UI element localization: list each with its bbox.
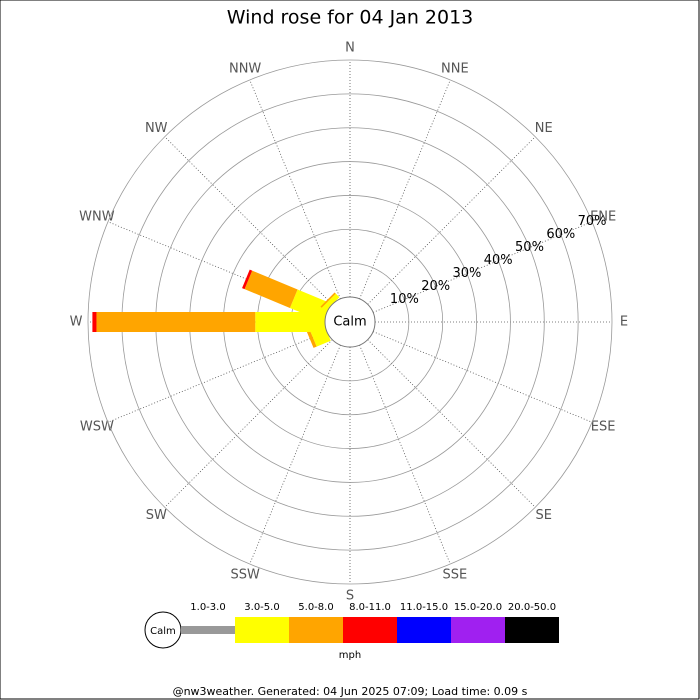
bar-segment: [320, 292, 336, 308]
bar-segment: [321, 293, 340, 312]
legend-label: 20.0-50.0: [508, 602, 556, 613]
bar-segment: [242, 269, 253, 290]
direction-label: S: [346, 589, 354, 604]
ring-label: 50%: [515, 240, 544, 255]
direction-label: SSW: [230, 568, 260, 583]
ring-label: 30%: [452, 266, 481, 281]
direction-label: ENE: [590, 210, 616, 225]
direction-label: WNW: [79, 210, 115, 225]
bar-segment: [96, 312, 256, 332]
direction-bar: [92, 312, 325, 332]
legend-label: 1.0-3.0: [190, 602, 225, 613]
legend-swatch: [505, 617, 559, 643]
spoke: [372, 331, 593, 423]
legend-label: 3.0-5.0: [244, 602, 279, 613]
direction-label: SW: [146, 508, 167, 523]
spoke: [372, 221, 593, 313]
direction-label: NW: [145, 121, 168, 136]
calm-circle: [324, 296, 376, 348]
direction-label: W: [70, 315, 83, 330]
unit-label: mph: [339, 650, 361, 661]
legend-label: 5.0-8.0: [298, 602, 333, 613]
legend-label: 8.0-11.0: [349, 602, 391, 613]
ring-label: 40%: [484, 253, 513, 268]
legend-swatch: [289, 617, 343, 643]
spoke: [359, 344, 451, 565]
direction-bar: [242, 269, 331, 322]
direction-label: WSW: [80, 419, 114, 434]
direction-label: NNW: [229, 61, 261, 76]
legend-swatch: [235, 617, 289, 643]
chart-title: Wind rose for 04 Jan 2013: [227, 7, 474, 29]
ring-label: 10%: [390, 292, 419, 307]
bar-segment: [244, 270, 298, 308]
legend-label: 15.0-20.0: [454, 602, 502, 613]
spoke: [164, 136, 333, 305]
spoke: [164, 339, 333, 508]
legend-swatch: [343, 617, 397, 643]
direction-label: N: [345, 41, 355, 56]
spoke: [367, 339, 536, 508]
bar-segment: [255, 312, 325, 332]
direction-label: ESE: [591, 419, 616, 434]
spoke: [249, 344, 341, 565]
legend-swatch: [181, 626, 235, 634]
bar-segment: [289, 289, 331, 322]
direction-label: NE: [535, 121, 553, 136]
ring-label: 70%: [578, 214, 607, 229]
legend-swatch: [451, 617, 505, 643]
spoke: [107, 331, 328, 423]
legend-label: 11.0-15.0: [400, 602, 448, 613]
spoke: [359, 79, 451, 300]
bar-segment: [305, 328, 317, 348]
legend-calm-label: Calm: [150, 626, 176, 637]
footer: @nw3weather. Generated: 04 Jun 2025 07:0…: [173, 685, 528, 698]
spoke: [249, 79, 341, 300]
calm-label: Calm: [333, 315, 366, 330]
direction-bar: [320, 292, 340, 312]
spoke: [367, 136, 536, 305]
ring: [87, 59, 613, 585]
direction-label: NNE: [441, 61, 469, 76]
ring-label: 60%: [546, 227, 575, 242]
direction-label: E: [620, 315, 628, 330]
ring-label: 20%: [421, 279, 450, 294]
bar-segment: [92, 312, 97, 332]
direction-label: SSE: [442, 568, 467, 583]
direction-label: SE: [536, 508, 552, 523]
legend-swatch: [397, 617, 451, 643]
